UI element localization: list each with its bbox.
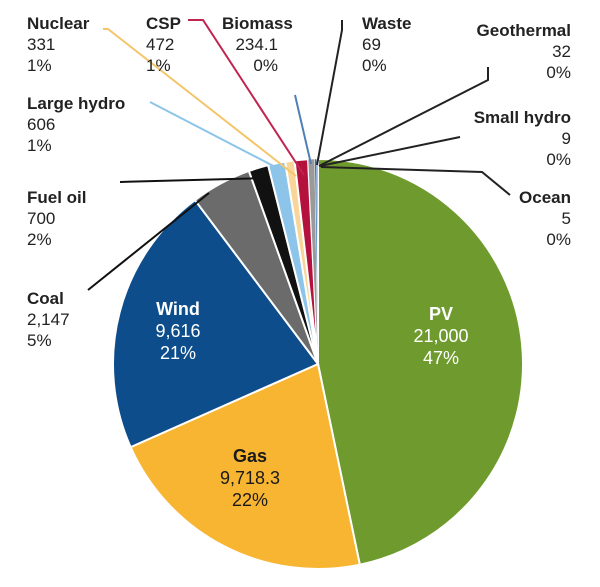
leader-line-waste bbox=[316, 20, 343, 166]
label-coal: Coal 2,147 5% bbox=[27, 289, 70, 350]
leader-line-geothermal bbox=[318, 67, 489, 167]
leader-line-large-hydro bbox=[149, 101, 286, 173]
slice-label-gas: Gas 9,718.3 22% bbox=[219, 446, 281, 510]
label-large-hydro: Large hydro 606 1% bbox=[27, 94, 126, 155]
pie-slice-pv bbox=[317, 157, 524, 566]
label-biomass: Biomass 234.1 0% bbox=[222, 14, 293, 75]
leader-line-ocean bbox=[320, 166, 511, 196]
pie-slice-wind bbox=[112, 198, 320, 449]
pie-slice-gas bbox=[129, 362, 362, 570]
label-waste: Waste 69 0% bbox=[362, 14, 412, 75]
leader-line-coal bbox=[87, 192, 210, 291]
leader-lines bbox=[87, 19, 511, 291]
leader-line-csp bbox=[188, 19, 305, 176]
label-ocean: Ocean 5 0% bbox=[519, 188, 571, 249]
leader-line-fuel-oil bbox=[119, 177, 268, 183]
label-geothermal: Geothermal 32 0% bbox=[476, 21, 571, 82]
label-csp: CSP 472 1% bbox=[146, 14, 181, 75]
pie-slices bbox=[112, 157, 524, 570]
slice-label-pv: PV 21,000 47% bbox=[413, 304, 469, 368]
label-nuclear: Nuclear 331 1% bbox=[27, 14, 90, 75]
leader-line-nuclear bbox=[103, 28, 297, 177]
label-fuel-oil: Fuel oil 700 2% bbox=[27, 188, 87, 249]
label-small-hydro: Small hydro 9 0% bbox=[473, 108, 571, 169]
leader-line-biomass bbox=[294, 94, 312, 165]
leader-line-small-hydro bbox=[319, 136, 461, 167]
slice-label-wind: Wind 9,616 21% bbox=[155, 299, 201, 363]
